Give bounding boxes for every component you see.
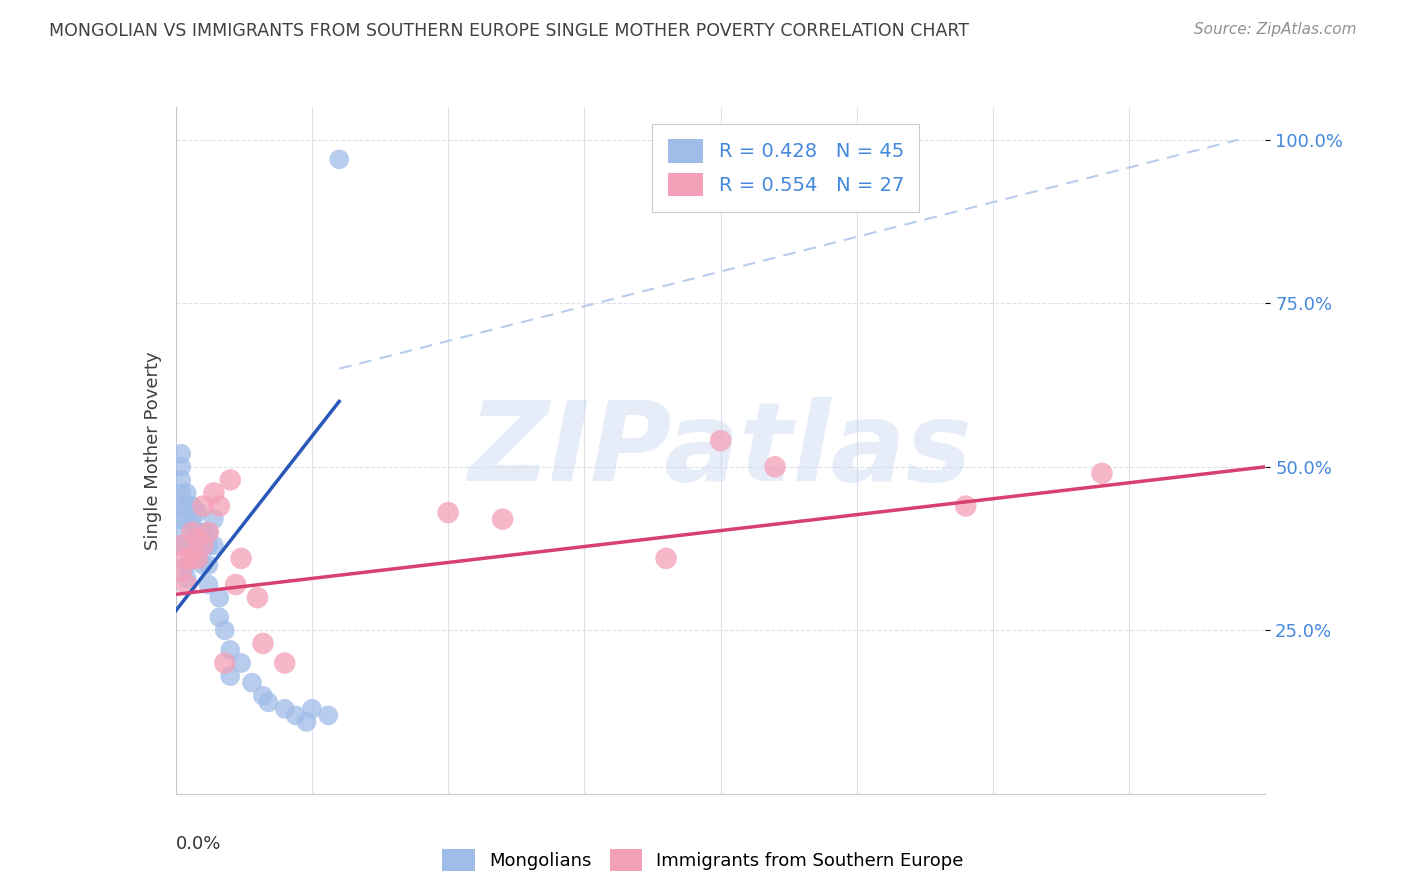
Point	[328, 153, 350, 167]
Point	[214, 656, 236, 670]
Point	[202, 486, 225, 500]
Point	[295, 714, 318, 729]
Point	[202, 512, 225, 526]
Point	[186, 506, 209, 520]
Point	[170, 447, 193, 461]
Point	[176, 577, 198, 591]
Point	[231, 656, 253, 670]
Point	[170, 459, 193, 474]
Point	[170, 538, 193, 552]
Point	[492, 512, 515, 526]
Point	[437, 506, 460, 520]
Point	[191, 538, 214, 552]
Point	[225, 577, 247, 591]
Point	[208, 591, 231, 605]
Point	[176, 499, 198, 513]
Point	[186, 525, 209, 540]
Point	[191, 538, 214, 552]
Point	[240, 675, 263, 690]
Point	[181, 551, 204, 566]
Point	[197, 525, 219, 540]
Point	[208, 499, 231, 513]
Point	[197, 558, 219, 572]
Text: MONGOLIAN VS IMMIGRANTS FROM SOUTHERN EUROPE SINGLE MOTHER POVERTY CORRELATION C: MONGOLIAN VS IMMIGRANTS FROM SOUTHERN EU…	[49, 22, 969, 40]
Point	[191, 525, 214, 540]
Point	[246, 591, 269, 605]
Point	[181, 499, 204, 513]
Point	[170, 538, 193, 552]
Text: ZIPatlas: ZIPatlas	[468, 397, 973, 504]
Point	[655, 551, 678, 566]
Point	[197, 538, 219, 552]
Point	[181, 551, 204, 566]
Point	[170, 525, 193, 540]
Y-axis label: Single Mother Poverty: Single Mother Poverty	[143, 351, 162, 549]
Point	[170, 473, 193, 487]
Point	[181, 525, 204, 540]
Point	[176, 558, 198, 572]
Point	[284, 708, 307, 723]
Point	[219, 643, 242, 657]
Point	[710, 434, 733, 448]
Point	[191, 558, 214, 572]
Point	[1091, 467, 1114, 481]
Point	[176, 486, 198, 500]
Point	[186, 545, 209, 559]
Point	[763, 459, 786, 474]
Point	[202, 538, 225, 552]
Point	[219, 669, 242, 683]
Point	[252, 689, 274, 703]
Point	[219, 473, 242, 487]
Point	[170, 499, 193, 513]
Legend: R = 0.428   N = 45, R = 0.554   N = 27: R = 0.428 N = 45, R = 0.554 N = 27	[652, 124, 920, 212]
Text: 0.0%: 0.0%	[176, 835, 221, 853]
Point	[176, 538, 198, 552]
Point	[214, 624, 236, 638]
Point	[176, 551, 198, 566]
Point	[181, 512, 204, 526]
Point	[318, 708, 340, 723]
Point	[274, 702, 297, 716]
Point	[186, 551, 209, 566]
Point	[191, 499, 214, 513]
Point	[197, 525, 219, 540]
Point	[274, 656, 297, 670]
Point	[301, 702, 323, 716]
Point	[181, 538, 204, 552]
Point	[197, 577, 219, 591]
Legend: Mongolians, Immigrants from Southern Europe: Mongolians, Immigrants from Southern Eur…	[434, 842, 972, 879]
Point	[176, 571, 198, 585]
Text: Source: ZipAtlas.com: Source: ZipAtlas.com	[1194, 22, 1357, 37]
Point	[252, 636, 274, 650]
Point	[257, 695, 280, 709]
Point	[170, 512, 193, 526]
Point	[208, 610, 231, 624]
Point	[231, 551, 253, 566]
Point	[170, 565, 193, 579]
Point	[176, 512, 198, 526]
Point	[955, 499, 977, 513]
Point	[186, 532, 209, 546]
Point	[170, 486, 193, 500]
